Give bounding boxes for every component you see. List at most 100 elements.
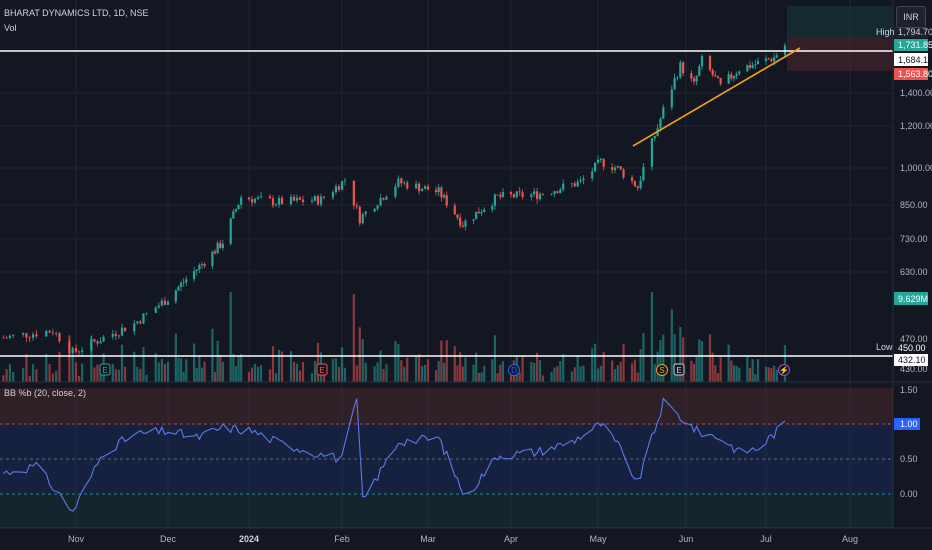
volume-bar: [74, 362, 78, 382]
candle-body: [700, 56, 704, 67]
candle-body: [203, 263, 206, 267]
earnings-marker[interactable]: E: [316, 363, 328, 376]
volume-bar: [591, 348, 594, 382]
volume-bar: [770, 368, 773, 382]
volume-bar: [633, 359, 637, 382]
candle-body: [676, 77, 679, 79]
volume-bar: [154, 353, 157, 382]
volume-bar: [732, 365, 736, 382]
volume-bar: [538, 360, 542, 382]
volume-bar: [735, 365, 738, 382]
volume-bar: [334, 358, 338, 382]
volume-bar: [139, 368, 142, 382]
volume-bar: [35, 369, 38, 382]
candle-body: [154, 307, 157, 313]
time-axis[interactable]: Nov Dec 2024 Feb Mar Apr May Jun Jul Aug: [68, 534, 858, 544]
volume-bar: [483, 365, 486, 382]
candle-body: [96, 341, 99, 344]
time-label: Dec: [160, 534, 177, 544]
volume-bar: [599, 365, 602, 382]
lightning-icon[interactable]: ⚡: [778, 364, 790, 376]
candle-body: [114, 333, 117, 336]
volume-bar: [639, 349, 642, 382]
volume-bar: [237, 356, 240, 382]
volume-bar: [295, 363, 299, 382]
candle-body: [501, 192, 505, 197]
candle-body: [394, 186, 397, 197]
volume-bar: [650, 292, 654, 382]
dividend-marker[interactable]: D: [508, 364, 520, 376]
volume-bar: [403, 366, 406, 382]
candle-body: [480, 211, 483, 214]
candle-body: [533, 191, 536, 195]
volume-bar: [679, 326, 682, 382]
earnings-marker[interactable]: E: [673, 363, 685, 376]
volume-bar: [423, 364, 427, 382]
candle-body: [730, 74, 733, 79]
price-axis[interactable]: 1,400.00 1,200.00 1,000.00 850.00 730.00…: [900, 88, 932, 374]
candle-body: [616, 166, 619, 168]
candle-body: [541, 194, 544, 195]
candle-body: [48, 331, 51, 333]
candle-body: [461, 225, 464, 227]
candle-body: [5, 337, 8, 339]
split-marker[interactable]: S: [656, 364, 668, 376]
currency-button[interactable]: INR: [896, 6, 926, 28]
volume-bar: [364, 362, 367, 382]
candle-body: [74, 347, 78, 352]
price-tick: 1,400.00: [900, 88, 932, 98]
candle-body: [136, 321, 139, 324]
volume-bar: [203, 361, 206, 382]
volume-bar: [550, 372, 553, 382]
volume-bar: [166, 361, 170, 382]
candle-body: [756, 60, 760, 65]
volume-bar: [274, 373, 278, 382]
volume-bar: [160, 358, 163, 382]
volume-bar: [117, 369, 121, 382]
candle-body: [573, 183, 576, 187]
volume-bar: [96, 364, 99, 382]
candle-body: [292, 196, 296, 201]
symbol-legend[interactable]: BHARAT DYNAMICS LTD, 1D, NSE: [4, 8, 149, 18]
candle-body: [483, 209, 486, 212]
candle-body: [619, 166, 622, 170]
volume-bar: [562, 354, 565, 382]
candle-body: [71, 347, 74, 354]
indicator-axis[interactable]: 1.50 1.00 0.50 0.00: [894, 385, 920, 499]
candle-body: [313, 196, 317, 201]
volume-bar: [461, 366, 464, 382]
candle-body: [582, 178, 585, 181]
volume-bar: [576, 355, 579, 382]
candle-body: [99, 341, 102, 344]
candle-body: [221, 244, 224, 248]
volume-legend[interactable]: Vol: [4, 23, 17, 33]
volume-bar: [642, 333, 645, 382]
volume-bar: [594, 343, 597, 382]
volume-bar: [177, 357, 180, 382]
candle-body: [559, 189, 562, 194]
candle-body: [579, 180, 582, 182]
candle-body: [268, 196, 272, 199]
volume-bar: [472, 364, 475, 382]
candle-body: [185, 279, 188, 283]
earnings-marker[interactable]: E: [99, 363, 111, 376]
volume-bar: [682, 337, 685, 382]
candle-body: [662, 107, 665, 119]
volume-bar: [25, 354, 28, 382]
volume-bar: [51, 373, 54, 382]
candle-body: [81, 350, 84, 352]
candle-body: [213, 251, 217, 254]
candle-body: [271, 198, 275, 206]
candle-body: [695, 75, 698, 82]
volume-bar: [616, 365, 619, 382]
candle-body: [708, 56, 712, 70]
indicator-legend[interactable]: BB %b (20, close, 2): [4, 388, 86, 398]
volume-bar: [277, 349, 281, 382]
volume-bar: [711, 352, 714, 382]
candle-body: [310, 200, 314, 202]
candle-body: [35, 334, 38, 337]
volume-bar: [477, 372, 480, 382]
candle-body: [139, 321, 142, 324]
volume-bar: [695, 357, 698, 382]
candle-body: [738, 71, 741, 74]
